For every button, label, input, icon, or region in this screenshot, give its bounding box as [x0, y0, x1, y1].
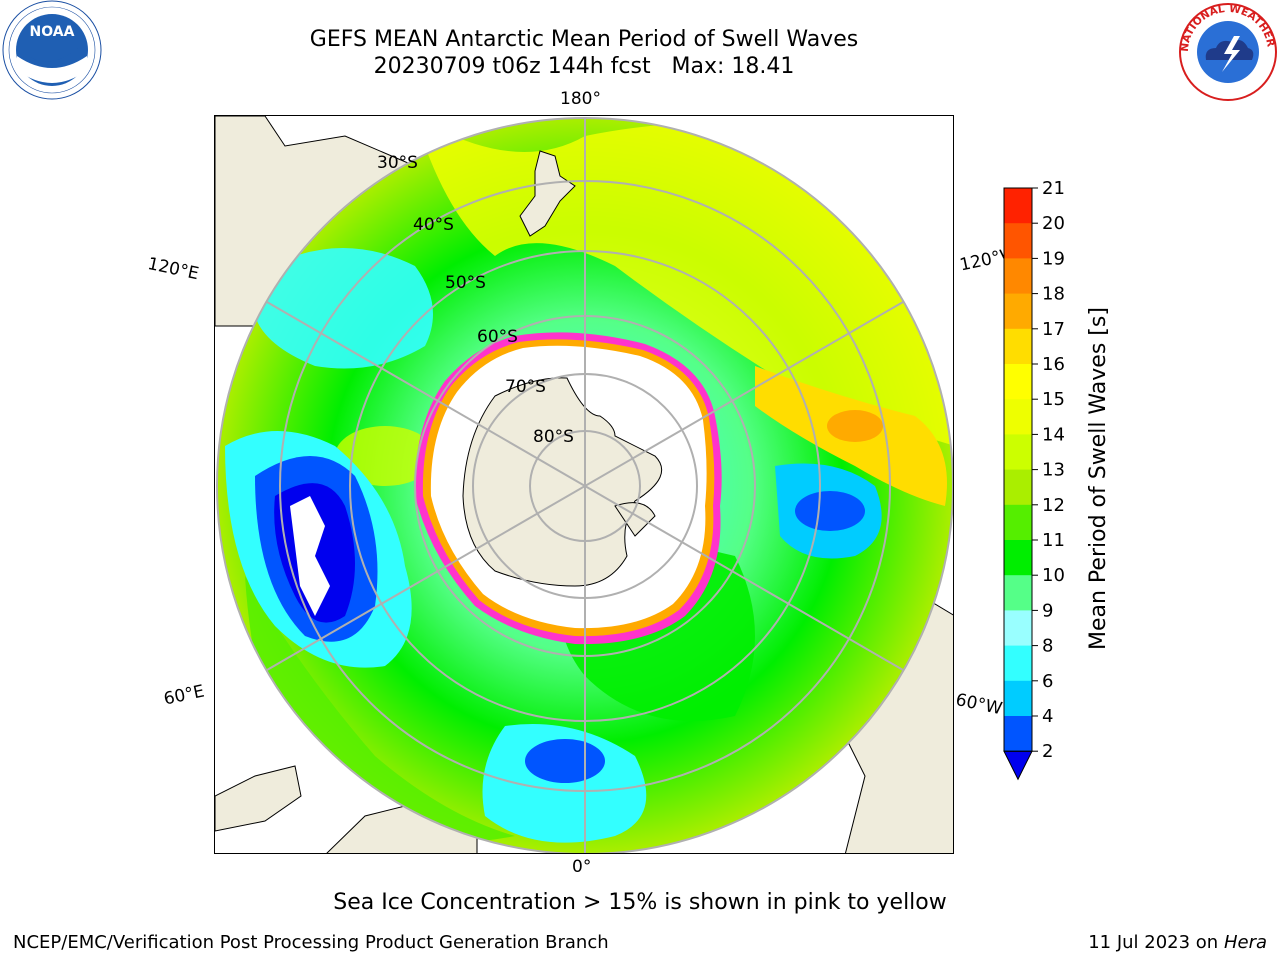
noaa-logo: NOAA: [2, 0, 102, 100]
colorbar-block: [1004, 293, 1032, 330]
colorbar-tick-label: 11: [1042, 530, 1065, 551]
colorbar-block: [1004, 504, 1032, 541]
colorbar-block: [1004, 469, 1032, 506]
colorbar-tick-label: 14: [1042, 424, 1065, 445]
colorbar-tick-label: 19: [1042, 248, 1065, 269]
colorbar-tick-label: 16: [1042, 354, 1065, 375]
colorbar-tick-label: 13: [1042, 460, 1065, 481]
colorbar-block: [1004, 610, 1032, 647]
colorbar-under-arrow: [1003, 750, 1033, 781]
colorbar-tick-label: 6: [1042, 671, 1053, 692]
lat-label-80: 80°S: [533, 427, 574, 447]
land-new-zealand: [519, 150, 576, 237]
colorbar-blocks: [1003, 187, 1033, 781]
colorbar-tick-label: 9: [1042, 600, 1053, 621]
colorbar-block: [1004, 575, 1032, 611]
colorbar-tick-label: 18: [1042, 284, 1065, 305]
colorbar-block: [1004, 716, 1032, 752]
colorbar-label: Mean Period of Swell Waves [s]: [1086, 307, 1111, 650]
lat-label-40: 40°S: [413, 215, 454, 235]
footer-host: Hera: [1223, 932, 1267, 953]
chart-title: GEFS MEAN Antarctic Mean Period of Swell…: [309, 27, 859, 52]
colorbar-tick-label: 20: [1042, 213, 1065, 234]
land-madagascar: [215, 765, 302, 832]
colorbar-block: [1004, 188, 1032, 224]
colorbar-ticks: 2 4 6 8 9 10 11 12 13 14 15 16 17 18 19 20 21: [1032, 180, 1065, 762]
chart-subtitle: 20230709 t06z 144h fcst Max: 18.41: [373, 54, 795, 79]
map-canvas: 30°S 40°S 50°S 60°S 70°S 80°S: [215, 116, 953, 853]
lat-label-70: 70°S: [505, 377, 546, 397]
colorbar-tick-label: 15: [1042, 389, 1065, 410]
sea-ice-note: Sea Ice Concentration > 15% is shown in …: [333, 890, 947, 915]
colorbar-tick-label: 8: [1042, 636, 1053, 657]
nws-logo: NATIONAL WEATHER SERVICE: [1176, 0, 1277, 101]
colorbar-block: [1004, 645, 1032, 682]
map-area: 30°S 40°S 50°S 60°S 70°S 80°S: [214, 115, 954, 854]
lon-label-60e: 60°E: [162, 681, 207, 710]
colorbar-tick-label: 21: [1042, 180, 1065, 199]
footer-date: 11 Jul 2023 on Hera: [1088, 932, 1267, 953]
colorbar-block: [1004, 540, 1032, 576]
colorbar-tick-label: 17: [1042, 319, 1065, 340]
lat-label-60: 60°S: [477, 327, 518, 347]
lat-label-30: 30°S: [377, 153, 418, 173]
lat-label-50: 50°S: [445, 273, 486, 293]
lon-label-120e: 120°E: [145, 254, 201, 285]
colorbar-block: [1004, 364, 1032, 400]
footer-date-text: 11 Jul 2023 on: [1088, 932, 1219, 953]
latitude-labels: 30°S 40°S 50°S 60°S 70°S 80°S: [377, 153, 574, 447]
colorbar-block: [1004, 434, 1032, 471]
colorbar-tick-label: 4: [1042, 706, 1053, 727]
graticule: [216, 117, 953, 853]
colorbar: 2 4 6 8 9 10 11 12 13 14 15 16 17 18 19 20 21: [1003, 180, 1065, 781]
colorbar-block: [1004, 328, 1032, 365]
colorbar-tick-label: 10: [1042, 565, 1065, 586]
colorbar-block: [1004, 399, 1032, 435]
lon-label-0: 0°: [572, 857, 592, 877]
noaa-logo-text: NOAA: [30, 24, 75, 40]
colorbar-block: [1004, 258, 1032, 295]
lon-label-180: 180°: [560, 89, 601, 109]
colorbar-tick-label: 2: [1042, 741, 1053, 762]
colorbar-block: [1004, 680, 1032, 717]
colorbar-tick-label: 12: [1042, 495, 1065, 516]
footer-organization: NCEP/EMC/Verification Post Processing Pr…: [13, 932, 609, 953]
colorbar-block: [1004, 223, 1032, 259]
